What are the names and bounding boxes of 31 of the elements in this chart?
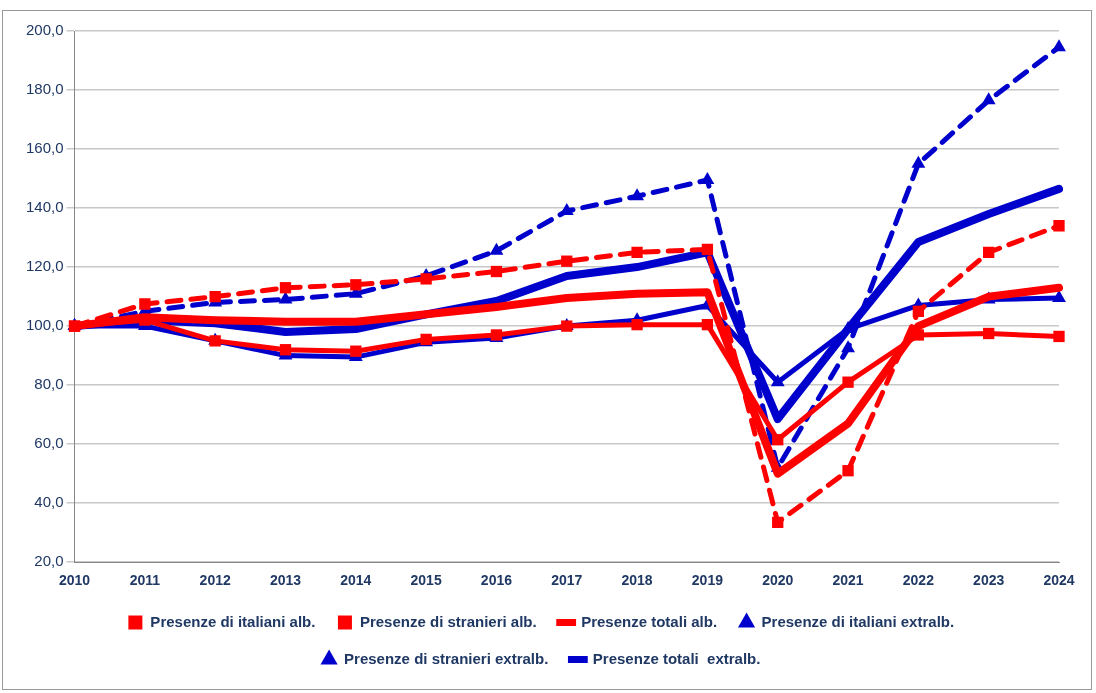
- x-tick-label: 2012: [199, 572, 231, 589]
- x-tick-label: 2019: [691, 572, 724, 589]
- x-tick-label: 2010: [58, 572, 91, 589]
- x-tick-label: 2022: [902, 572, 935, 589]
- y-tick-label: 120,0: [25, 257, 64, 275]
- y-tick-label: 40,0: [34, 493, 64, 511]
- x-tick-label: 2017: [551, 572, 583, 589]
- x-tick-label: 2018: [621, 572, 653, 589]
- x-tick-label: 2014: [340, 572, 372, 589]
- y-tick-label: 180,0: [25, 80, 64, 98]
- y-tick-label: 160,0: [25, 139, 64, 157]
- legend-label: Presenze di stranieri extralb.: [344, 649, 549, 667]
- y-tick-label: 80,0: [34, 375, 64, 393]
- x-tick-label: 2023: [973, 572, 1005, 589]
- legend-label: Presenze di italiani extralb.: [761, 612, 955, 630]
- y-tick-label: 100,0: [25, 316, 64, 334]
- legend-label: Presenze totali alb.: [581, 612, 718, 630]
- x-tick-label: 2020: [762, 572, 794, 589]
- legend-label: Presenze di italiani alb.: [150, 612, 316, 630]
- legend-label: Presenze totali extralb.: [592, 649, 761, 667]
- x-tick-label: 2021: [832, 572, 864, 589]
- x-tick-label: 2013: [269, 572, 302, 589]
- x-tick-label: 2016: [480, 572, 513, 589]
- x-tick-label: 2011: [129, 572, 161, 589]
- y-tick-label: 20,0: [34, 552, 64, 570]
- y-tick-label: 60,0: [34, 434, 64, 452]
- x-tick-label: 2024: [1043, 572, 1075, 589]
- x-tick-label: 2015: [410, 572, 442, 589]
- y-tick-label: 140,0: [25, 198, 64, 216]
- y-tick-label: 200,0: [25, 21, 64, 39]
- legend-label: Presenze di stranieri alb.: [359, 612, 537, 630]
